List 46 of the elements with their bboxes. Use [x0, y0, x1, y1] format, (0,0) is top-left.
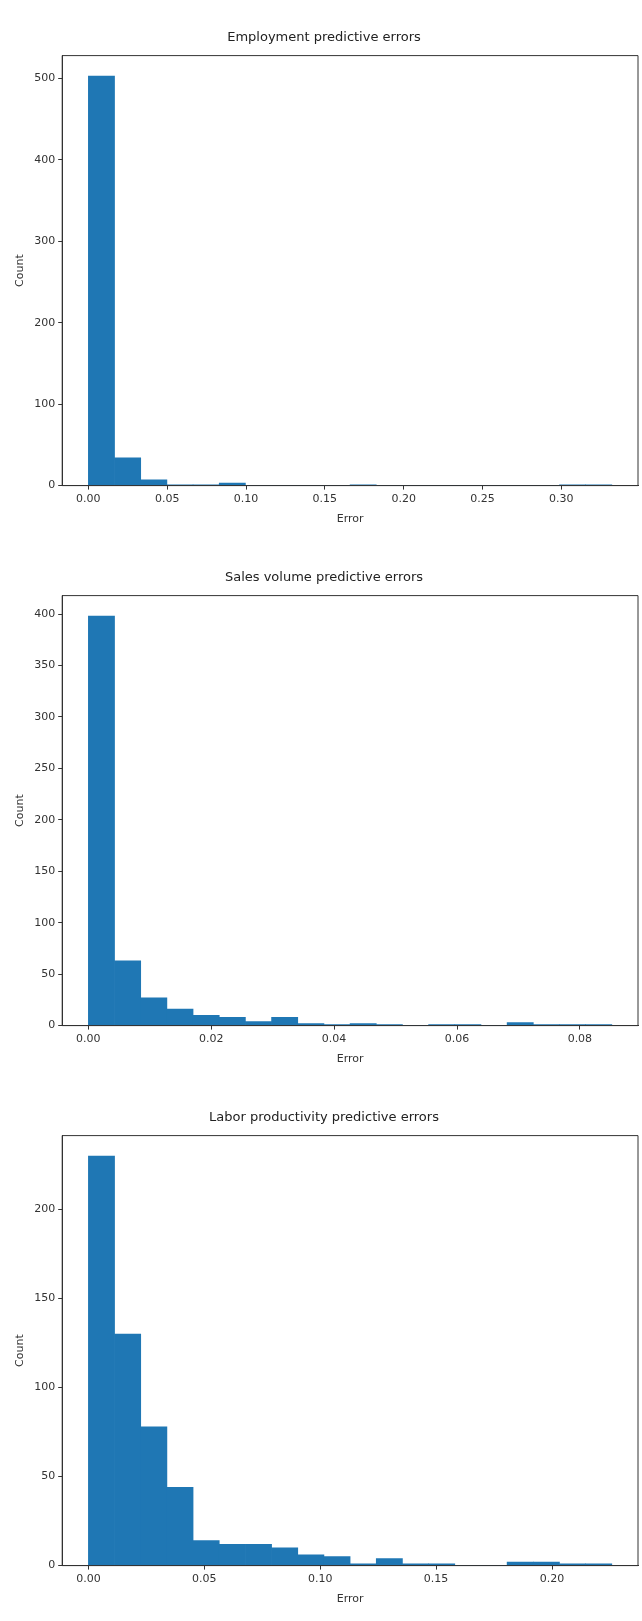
y-tick-label: 300	[34, 709, 56, 723]
x-tick-label: 0.15	[312, 492, 338, 506]
y-tick-label: 150	[34, 864, 56, 878]
y-tick-label: 100	[34, 915, 56, 929]
x-tick-label: 0.20	[539, 1572, 565, 1586]
y-tick-label: 200	[34, 812, 56, 826]
y-tick-label: 0	[48, 1018, 56, 1032]
y-tick-label: 100	[34, 1380, 56, 1394]
y-tick-label: 100	[34, 397, 56, 411]
x-tick-label: 0.05	[192, 1572, 217, 1586]
x-tick-label: 0.20	[391, 492, 416, 506]
x-tick-label: 0.08	[567, 1032, 593, 1046]
x-tick-label: 0.02	[199, 1032, 224, 1046]
chart-title: Sales volume predictive errors	[224, 569, 424, 585]
y-tick-label: 0	[48, 478, 56, 492]
x-tick-label: 0.06	[444, 1032, 470, 1046]
y-tick-label: 200	[34, 1202, 56, 1216]
x-tick-label: 0.00	[76, 492, 101, 506]
y-axis-title: Count	[13, 1333, 27, 1367]
x-tick-label: 0.00	[76, 1032, 101, 1046]
x-tick-label: 0.30	[549, 492, 574, 506]
x-tick-label: 0.10	[233, 492, 259, 506]
x-tick-label: 0.04	[321, 1032, 347, 1046]
x-tick-label: 0.00	[76, 1572, 101, 1586]
x-tick-label: 0.10	[307, 1572, 333, 1586]
x-tick-label: 0.05	[154, 492, 180, 506]
y-tick-label: 500	[34, 71, 56, 85]
y-tick-label: 50	[41, 967, 56, 981]
y-tick-label: 400	[34, 606, 56, 620]
chart-title: Labor productivity predictive errors	[209, 1109, 440, 1125]
y-tick-label: 300	[34, 234, 56, 248]
y-axis-title: Count	[13, 253, 27, 287]
x-axis-title: Error	[336, 1052, 364, 1066]
y-tick-label: 350	[34, 658, 56, 672]
x-tick-label: 0.25	[470, 492, 495, 506]
x-axis-title: Error	[336, 512, 364, 526]
y-tick-label: 200	[34, 315, 56, 329]
y-tick-label: 150	[34, 1291, 56, 1305]
y-tick-label: 400	[34, 152, 56, 166]
y-tick-label: 50	[41, 1469, 56, 1483]
x-axis-title: Error	[336, 1592, 364, 1606]
y-tick-label: 250	[34, 761, 56, 775]
x-tick-label: 0.15	[423, 1572, 449, 1586]
y-tick-label: 0	[48, 1558, 56, 1572]
chart-title: Employment predictive errors	[227, 29, 422, 45]
y-axis-title: Count	[13, 793, 27, 827]
